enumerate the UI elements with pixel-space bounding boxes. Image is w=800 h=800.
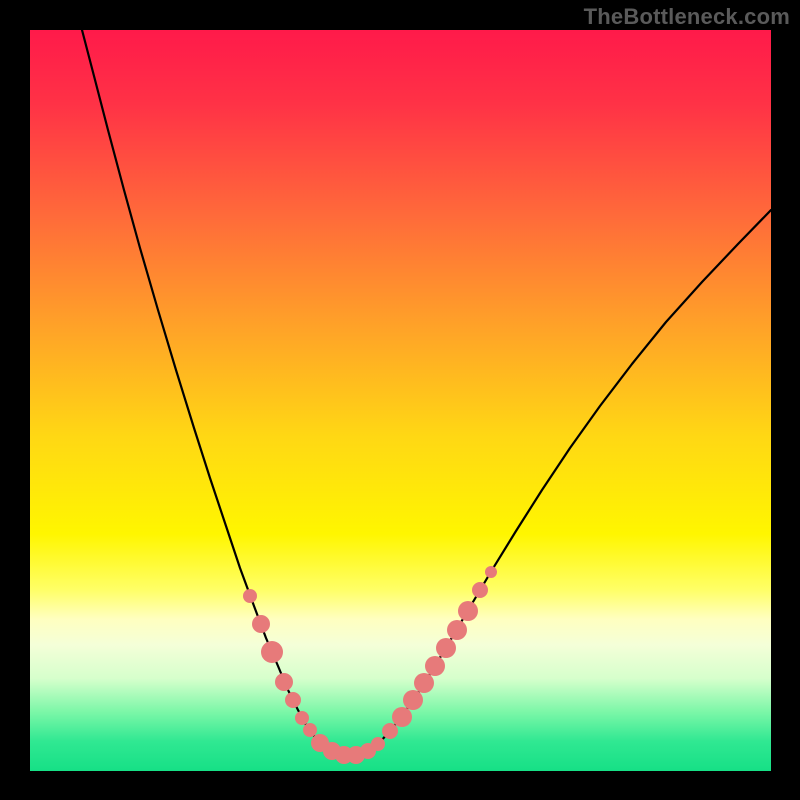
curve-marker — [261, 641, 283, 663]
curve-marker — [285, 692, 301, 708]
plot-svg — [30, 30, 771, 771]
watermark-text: TheBottleneck.com — [584, 4, 790, 30]
curve-marker — [382, 723, 398, 739]
curve-marker — [447, 620, 467, 640]
curve-marker — [458, 601, 478, 621]
curve-marker — [252, 615, 270, 633]
curve-marker — [425, 656, 445, 676]
curve-marker — [371, 737, 385, 751]
chart-frame: TheBottleneck.com — [0, 0, 800, 800]
curve-marker — [243, 589, 257, 603]
curve-marker — [414, 673, 434, 693]
curve-marker — [485, 566, 497, 578]
gradient-background — [30, 30, 771, 771]
curve-marker — [295, 711, 309, 725]
curve-marker — [436, 638, 456, 658]
curve-marker — [403, 690, 423, 710]
curve-marker — [392, 707, 412, 727]
plot-area — [30, 30, 771, 771]
curve-marker — [275, 673, 293, 691]
curve-marker — [303, 723, 317, 737]
curve-marker — [472, 582, 488, 598]
